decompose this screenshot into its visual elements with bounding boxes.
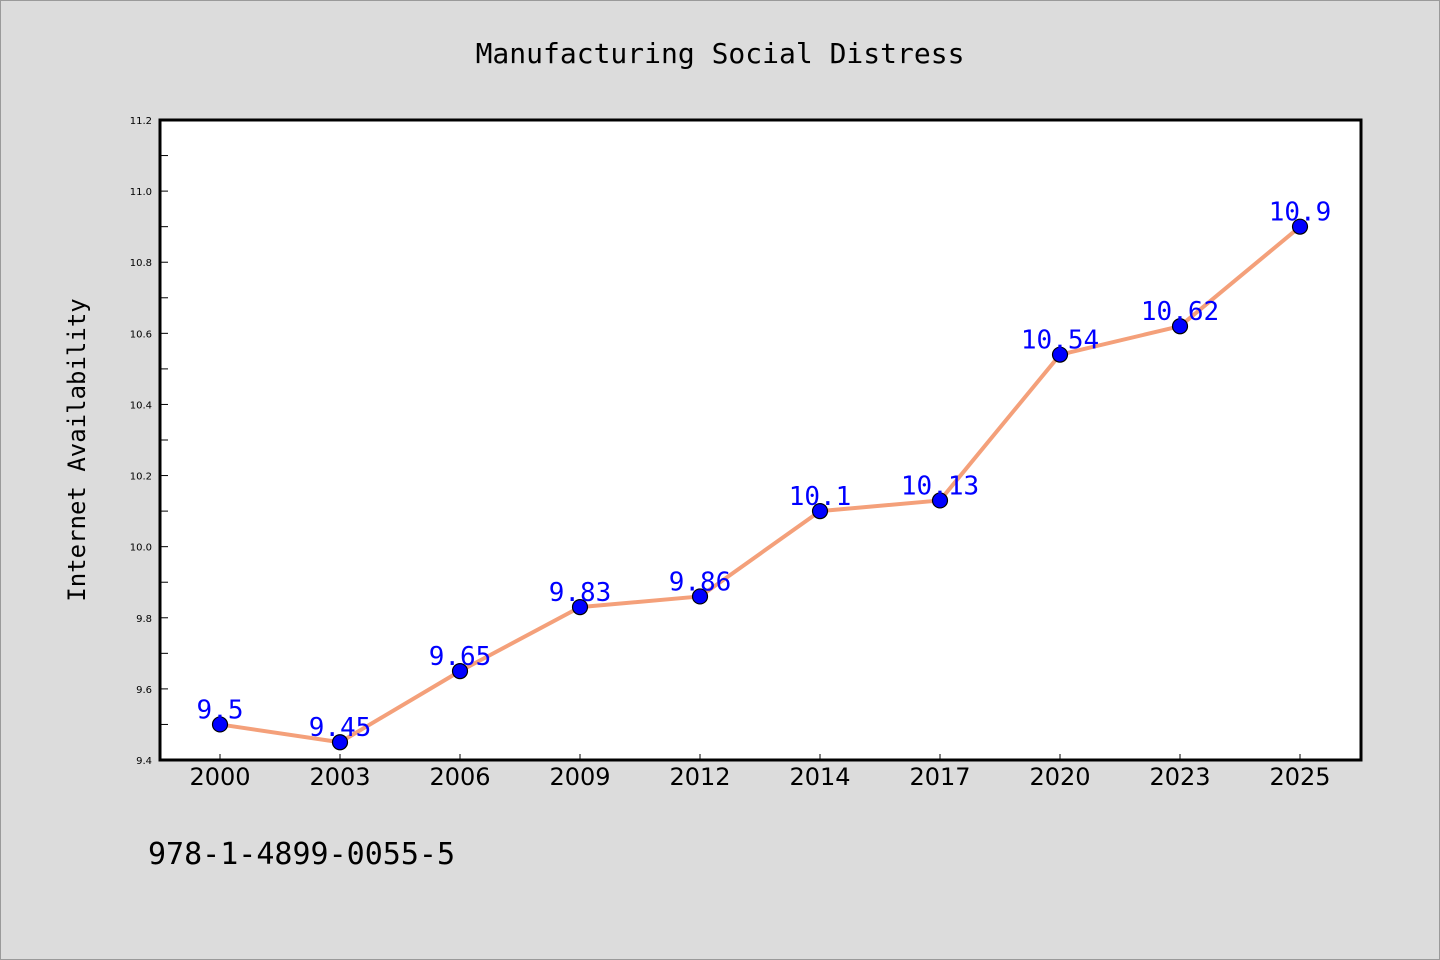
x-tick-label: 2000 [189,763,250,791]
x-tick-label: 2023 [1149,763,1210,791]
data-point [451,663,469,680]
data-point [691,588,709,605]
data-point [1171,318,1189,335]
y-axis-label: Internet Availability [63,298,91,601]
data-label: 9.5 [197,695,244,725]
footer-isbn: 978-1-4899-0055-5 [148,837,455,872]
data-label: 10.54 [1021,326,1099,356]
data-point [1291,218,1309,235]
data-label: 9.45 [309,713,372,743]
data-point [571,599,589,616]
y-axis-ticks: 9.4 9.6 9.8 10.0 10.2 10.4 10.6 10.8 11.0 11.2 [130,116,168,767]
data-label: 9.86 [669,567,732,597]
data-label: 9.65 [429,642,492,672]
chart-title: Manufacturing Social Distress [476,37,965,70]
data-point [931,492,949,509]
x-axis-ticks: 2000 2003 2006 2009 2012 2014 2017 2020 2023 2025 [189,754,1331,791]
x-tick-label: 2020 [1029,763,1090,791]
data-point [811,503,829,520]
data-label: 10.62 [1141,297,1219,327]
data-label: 10.9 [1269,198,1332,228]
y-tick-label: 11.2 [130,116,152,127]
data-point [1051,346,1069,363]
y-tick-label: 11.0 [130,187,152,198]
series-line [219,225,1302,745]
data-label: 10.1 [789,482,852,512]
data-label: 9.83 [549,578,612,608]
data-point [331,734,349,751]
x-tick-label: 2017 [909,763,970,791]
y-tick-label: 9.4 [136,756,152,767]
y-tick-label: 9.6 [136,685,152,696]
x-tick-label: 2025 [1269,763,1330,791]
data-labels: 9.5 9.45 9.65 9.83 9.86 10.1 10.13 10.54 10.62 10… [197,198,1332,744]
x-tick-label: 2014 [789,763,850,791]
y-tick-label: 9.8 [136,614,152,625]
plot-area [158,118,1363,762]
data-label: 10.13 [901,471,979,501]
y-tick-label: 10.4 [130,400,152,411]
y-tick-label: 10.6 [130,329,152,340]
x-tick-label: 2009 [549,763,610,791]
data-point [211,716,229,733]
x-tick-label: 2006 [429,763,490,791]
y-tick-label: 10.0 [130,543,152,554]
x-tick-label: 2003 [309,763,370,791]
y-tick-label: 10.2 [130,472,152,483]
x-tick-label: 2012 [669,763,730,791]
series-group [211,218,1309,751]
y-tick-label: 10.8 [130,258,152,269]
